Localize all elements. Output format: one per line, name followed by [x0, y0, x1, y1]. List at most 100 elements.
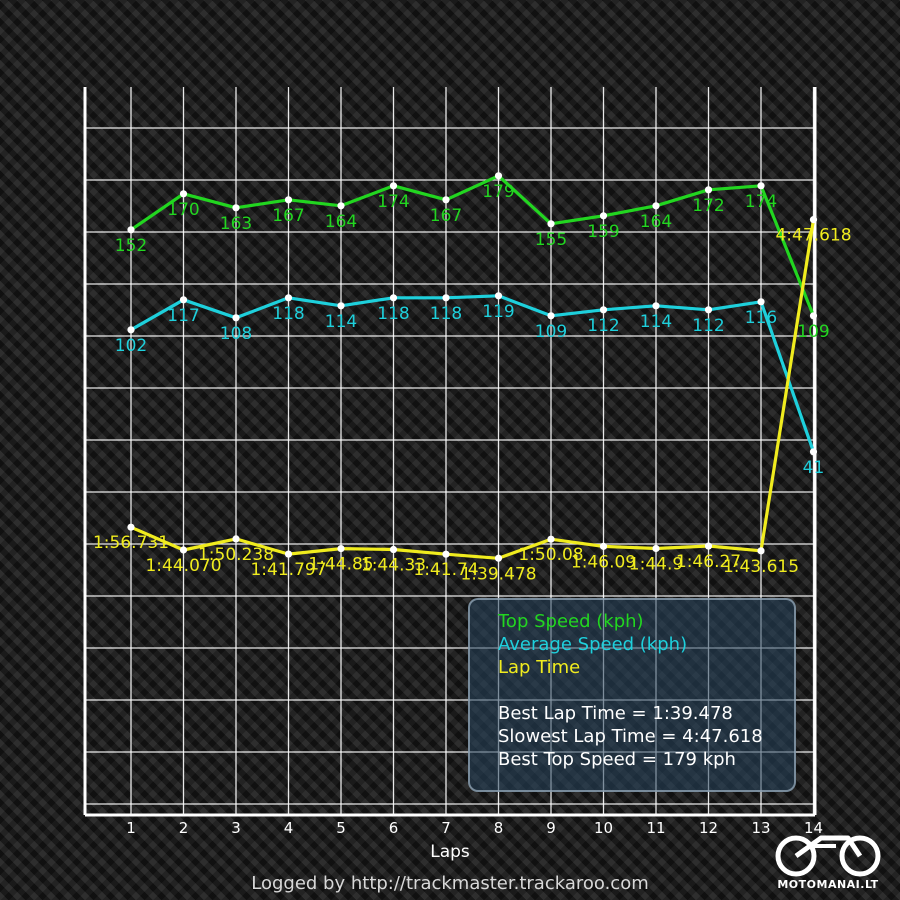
data-label: 118 — [377, 304, 409, 324]
data-label: 1:50.08 — [518, 545, 583, 565]
best-top-speed-stat: Best Top Speed = 179 kph — [498, 749, 736, 770]
data-point — [757, 298, 765, 306]
data-label: 108 — [220, 324, 252, 344]
x-axis-title: Laps — [430, 842, 470, 862]
data-point — [127, 326, 135, 334]
data-point — [599, 306, 608, 314]
data-point — [179, 190, 188, 198]
data-label: 172 — [692, 196, 724, 216]
footer-credit: Logged by http://trackmaster.trackaroo.c… — [251, 873, 649, 894]
data-point — [547, 312, 555, 320]
data-point — [337, 202, 345, 210]
data-point — [494, 554, 503, 562]
logo-text: MOTOMANAI.LT — [777, 878, 879, 891]
best-lap-time-stat: Best Lap Time = 1:39.478 — [498, 703, 733, 724]
data-label: 118 — [430, 304, 462, 324]
data-label: 152 — [115, 236, 147, 256]
data-point — [757, 547, 765, 555]
data-point — [127, 523, 135, 531]
data-point — [284, 294, 293, 302]
x-tick-label: 12 — [699, 819, 718, 837]
data-label: 1:44.9 — [629, 555, 683, 575]
x-tick-label: 7 — [441, 819, 451, 837]
data-label: 174 — [377, 192, 409, 212]
data-point — [599, 212, 608, 220]
data-label: 167 — [430, 206, 462, 226]
data-point — [652, 544, 660, 553]
x-tick-label: 8 — [494, 819, 504, 837]
legend-item-average-speed: Average Speed (kph) — [498, 634, 688, 655]
data-point — [809, 312, 818, 320]
data-point — [809, 216, 818, 224]
data-point — [652, 202, 660, 210]
x-axis-ticks: 1 2 3 4 5 6 7 8 9 10 11 12 13 14 — [126, 819, 823, 837]
data-label: 119 — [482, 302, 514, 322]
data-label: 109 — [535, 322, 567, 342]
data-label: 159 — [587, 222, 619, 242]
series-lines — [129, 174, 816, 560]
data-label: 116 — [745, 308, 777, 328]
data-point — [389, 182, 398, 190]
x-tick-label: 4 — [284, 819, 294, 837]
data-label: 112 — [692, 316, 724, 336]
series-points — [127, 172, 818, 562]
data-point — [704, 186, 713, 194]
chart-legend: Top Speed (kph) Average Speed (kph) Lap … — [468, 598, 796, 792]
data-point — [757, 182, 765, 190]
data-point — [232, 204, 240, 212]
x-tick-label: 11 — [646, 819, 665, 837]
data-label: 114 — [325, 312, 357, 332]
series-data-labels: 152 170 163 167 164 174 167 179 155 159 164 172 174 1… — [93, 182, 852, 584]
data-point — [389, 294, 398, 302]
data-label: 1:46.27 — [676, 552, 741, 572]
data-label: 164 — [640, 212, 672, 232]
data-point — [442, 196, 450, 204]
data-label: 179 — [482, 182, 514, 202]
motorcycle-logo-icon — [775, 835, 881, 877]
data-point — [127, 226, 135, 234]
data-label: 4:47.618 — [775, 226, 851, 246]
data-point — [284, 550, 293, 558]
data-label: 1:39.478 — [460, 564, 536, 584]
data-point — [232, 535, 240, 543]
data-point — [442, 294, 450, 302]
data-label: 155 — [535, 230, 567, 250]
slowest-lap-time-stat: Slowest Lap Time = 4:47.618 — [498, 726, 763, 747]
data-point — [547, 535, 555, 543]
data-label: 164 — [325, 212, 357, 232]
data-label: 102 — [115, 336, 147, 356]
data-point — [232, 314, 240, 322]
data-point — [442, 550, 450, 558]
legend-stats: Best Lap Time = 1:39.478 Slowest Lap Tim… — [498, 702, 794, 771]
data-label: 170 — [167, 200, 199, 220]
data-label: 118 — [272, 304, 304, 324]
legend-item-lap-time: Lap Time — [498, 657, 581, 678]
data-point — [179, 296, 188, 304]
data-label: 1:56.731 — [93, 533, 169, 553]
data-label: 114 — [640, 312, 672, 332]
data-label: 1:44.85 — [308, 555, 373, 575]
data-point — [599, 542, 608, 550]
data-label: 174 — [745, 192, 777, 212]
data-label: 1:44.070 — [145, 556, 221, 576]
data-label: 1:41.74 — [413, 560, 478, 580]
data-label: 167 — [272, 206, 304, 226]
x-tick-label: 6 — [389, 819, 399, 837]
data-point — [704, 306, 713, 314]
data-label: 117 — [167, 306, 199, 326]
data-point — [337, 302, 345, 310]
series-line — [129, 294, 816, 454]
x-tick-label: 2 — [179, 819, 189, 837]
x-tick-label: 10 — [594, 819, 613, 837]
data-point — [704, 542, 713, 550]
x-tick-label: 1 — [126, 819, 136, 837]
data-label: 1:43.615 — [723, 557, 799, 577]
x-tick-label: 14 — [804, 819, 823, 837]
x-tick-label: 3 — [231, 819, 241, 837]
data-label: 1:50.238 — [198, 545, 274, 565]
data-point — [179, 546, 188, 554]
data-point — [652, 302, 660, 310]
x-tick-label: 9 — [546, 819, 556, 837]
data-label: 1:44.33 — [361, 556, 426, 576]
